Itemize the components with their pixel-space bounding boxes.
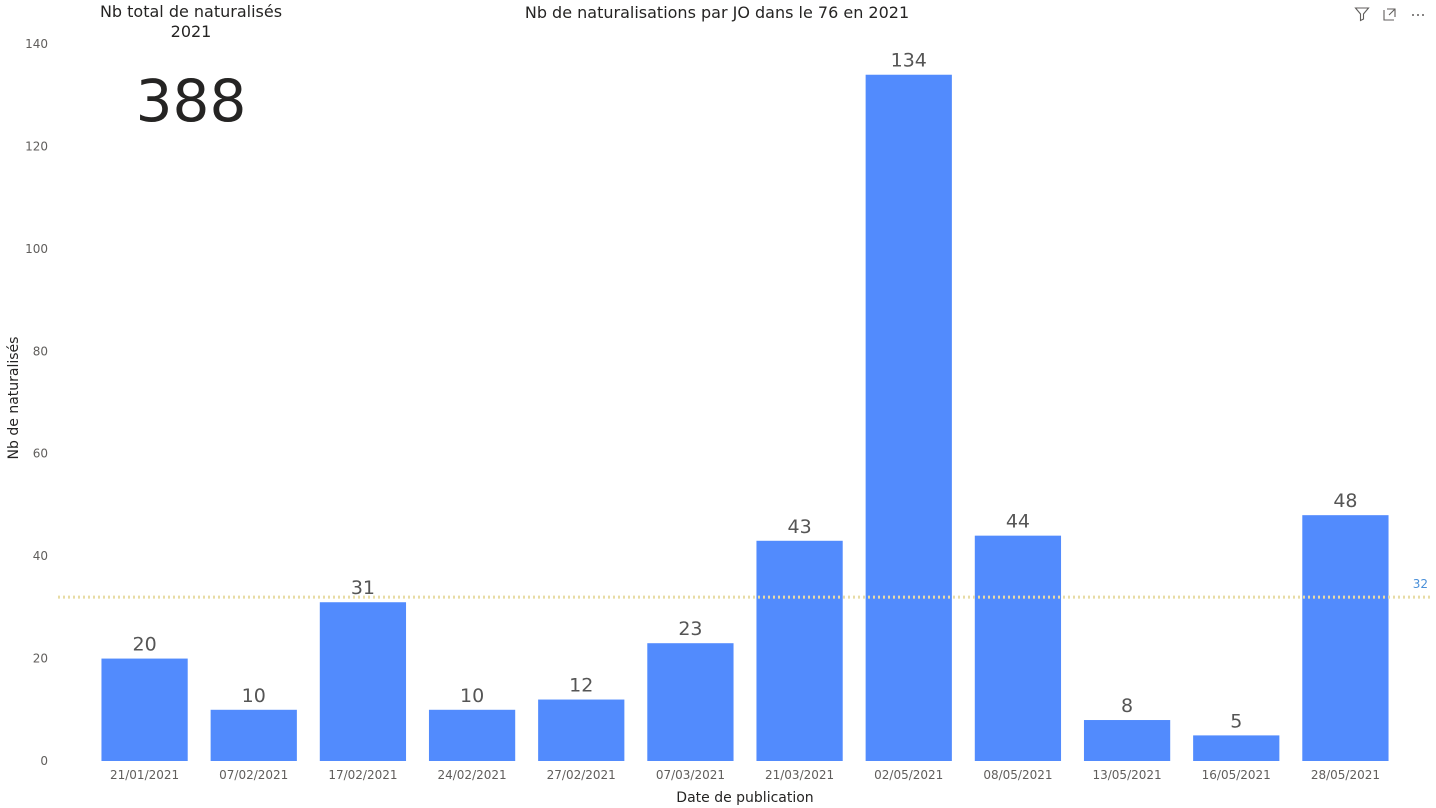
y-axis: 0 20 40 60 80 100 120 140	[25, 37, 48, 768]
x-tick-label: 27/02/2021	[547, 768, 616, 782]
x-tick-label: 21/03/2021	[765, 768, 834, 782]
bar[interactable]	[1083, 720, 1171, 761]
data-label: 48	[1333, 490, 1357, 512]
data-label: 44	[1006, 511, 1030, 533]
bar[interactable]	[647, 643, 734, 761]
x-tick-label: 21/01/2021	[110, 768, 179, 782]
reference-line-label: 32	[1413, 577, 1428, 591]
data-label: 134	[891, 50, 927, 72]
x-tick-label: 17/02/2021	[328, 768, 397, 782]
bar[interactable]	[428, 709, 516, 761]
kpi-card: Nb total de naturalisés 2021 388	[82, 0, 300, 150]
x-tick-label: 08/05/2021	[983, 768, 1052, 782]
y-tick-label: 0	[40, 754, 48, 768]
data-label: 31	[351, 577, 375, 599]
x-tick-label: 07/03/2021	[656, 768, 725, 782]
bar[interactable]	[538, 699, 625, 761]
data-label: 10	[242, 685, 266, 707]
focus-mode-icon[interactable]	[1380, 5, 1400, 23]
data-label: 10	[460, 685, 484, 707]
bar[interactable]	[319, 602, 407, 761]
y-tick-label: 20	[33, 652, 48, 666]
kpi-card-title: Nb total de naturalisés 2021	[99, 2, 283, 41]
bar[interactable]	[974, 535, 1062, 761]
x-tick-label: 13/05/2021	[1092, 768, 1161, 782]
x-axis-title: Date de publication	[676, 790, 813, 806]
bar[interactable]	[1302, 515, 1389, 761]
data-label: 5	[1230, 710, 1242, 732]
visual-header	[1352, 5, 1428, 23]
more-options-icon[interactable]	[1408, 5, 1428, 23]
bar[interactable]	[101, 658, 188, 761]
bar[interactable]	[210, 709, 297, 761]
bar[interactable]	[1193, 735, 1280, 761]
reference-line-group: 32	[58, 577, 1432, 599]
x-axis: 21/01/2021 07/02/2021 17/02/2021 24/02/2021…	[110, 768, 1380, 782]
data-label: 20	[132, 634, 156, 656]
data-label: 8	[1121, 695, 1133, 717]
x-tick-label: 28/05/2021	[1311, 768, 1380, 782]
y-tick-label: 120	[25, 139, 48, 153]
bars-group	[101, 74, 1389, 761]
data-label: 23	[678, 618, 702, 640]
x-tick-label: 02/05/2021	[874, 768, 943, 782]
filter-icon[interactable]	[1352, 5, 1372, 23]
data-label: 43	[787, 516, 811, 538]
x-tick-label: 24/02/2021	[437, 768, 506, 782]
x-tick-label: 07/02/2021	[219, 768, 288, 782]
y-tick-label: 80	[33, 344, 48, 358]
chart-title: Nb de naturalisations par JO dans le 76 …	[525, 3, 909, 22]
data-labels-group: 20 10 31 10 12 23 43 134 44 8 5 48	[132, 50, 1357, 733]
y-tick-label: 140	[25, 37, 48, 51]
y-tick-label: 60	[33, 447, 48, 461]
x-tick-label: 16/05/2021	[1202, 768, 1271, 782]
kpi-card-value: 388	[135, 67, 247, 135]
bar[interactable]	[756, 540, 843, 761]
y-tick-label: 100	[25, 242, 48, 256]
data-label: 12	[569, 675, 593, 697]
y-axis-title: Nb de naturalisés	[6, 337, 22, 460]
y-tick-label: 40	[33, 549, 48, 563]
bar[interactable]	[865, 74, 952, 761]
